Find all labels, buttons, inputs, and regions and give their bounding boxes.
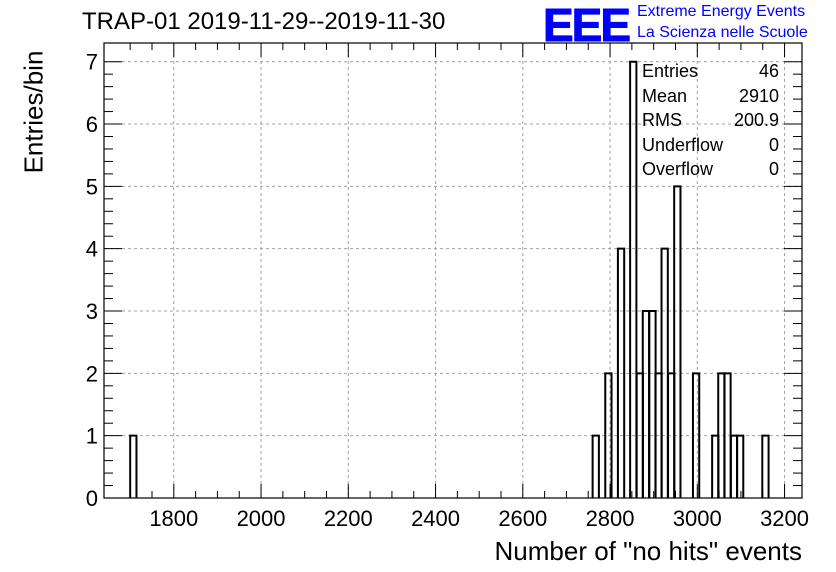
histogram-bin <box>604 372 613 498</box>
histogram-bin <box>129 434 138 498</box>
stat-overflow: Overflow 0 <box>642 157 779 182</box>
stat-entries: Entries 46 <box>642 59 779 84</box>
x-tick-label: 3200 <box>760 506 809 531</box>
stat-rms: RMS 200.9 <box>642 108 779 133</box>
stat-value: 2910 <box>738 85 779 106</box>
stat-value: 200.9 <box>733 110 779 130</box>
y-tick-label: 2 <box>86 361 98 386</box>
y-axis-label: Entries/bin <box>18 50 49 174</box>
histogram-bin <box>691 372 701 498</box>
stat-label: Underflow <box>642 134 724 155</box>
y-tick-label: 1 <box>86 424 98 449</box>
stat-value: 0 <box>768 159 779 179</box>
histogram-bin <box>629 60 638 498</box>
x-tick-label: 2000 <box>237 506 286 531</box>
y-tick-label: 4 <box>86 237 98 262</box>
stat-label: RMS <box>642 110 682 130</box>
histogram-bin <box>723 372 732 498</box>
histogram-bin <box>616 247 626 498</box>
x-axis-label: Number of "no hits" events <box>494 536 803 566</box>
y-tick-label: 0 <box>86 486 98 511</box>
x-tick-label: 2200 <box>324 506 373 531</box>
y-tick-label: 7 <box>86 50 98 75</box>
histogram-bin <box>761 434 770 498</box>
eee-logo: EEE <box>542 0 631 51</box>
y-tick-label: 6 <box>86 112 98 137</box>
stat-value: 0 <box>768 134 779 155</box>
chart-title: TRAP-01 2019-11-29--2019-11-30 <box>82 8 446 35</box>
x-tick-label: 2800 <box>586 506 635 531</box>
brand-line-1: Extreme Energy Events <box>637 3 806 20</box>
histogram-bin <box>673 185 682 498</box>
stat-label: Mean <box>642 85 688 106</box>
y-tick-label: 3 <box>86 299 98 324</box>
stat-label: Entries <box>642 61 699 81</box>
x-tick-label: 1800 <box>149 506 198 531</box>
stat-mean: Mean 2910 <box>642 84 779 109</box>
y-tick-label: 5 <box>86 174 98 199</box>
histogram-bin <box>735 434 745 498</box>
x-tick-label: 3000 <box>673 506 722 531</box>
histogram-bin <box>641 310 651 498</box>
plot-frame <box>103 42 803 499</box>
stats-box: Entries 46 Mean 2910 RMS 200.9 Underflow… <box>642 59 779 182</box>
stat-underflow: Underflow 0 <box>642 133 779 158</box>
x-tick-label: 2400 <box>411 506 460 531</box>
histogram-bin <box>591 434 600 498</box>
brand-line-2: La Scienza nelle Scuole <box>637 24 808 41</box>
x-tick-label: 2600 <box>498 506 547 531</box>
stat-label: Overflow <box>642 159 714 179</box>
stat-value: 46 <box>758 61 779 81</box>
